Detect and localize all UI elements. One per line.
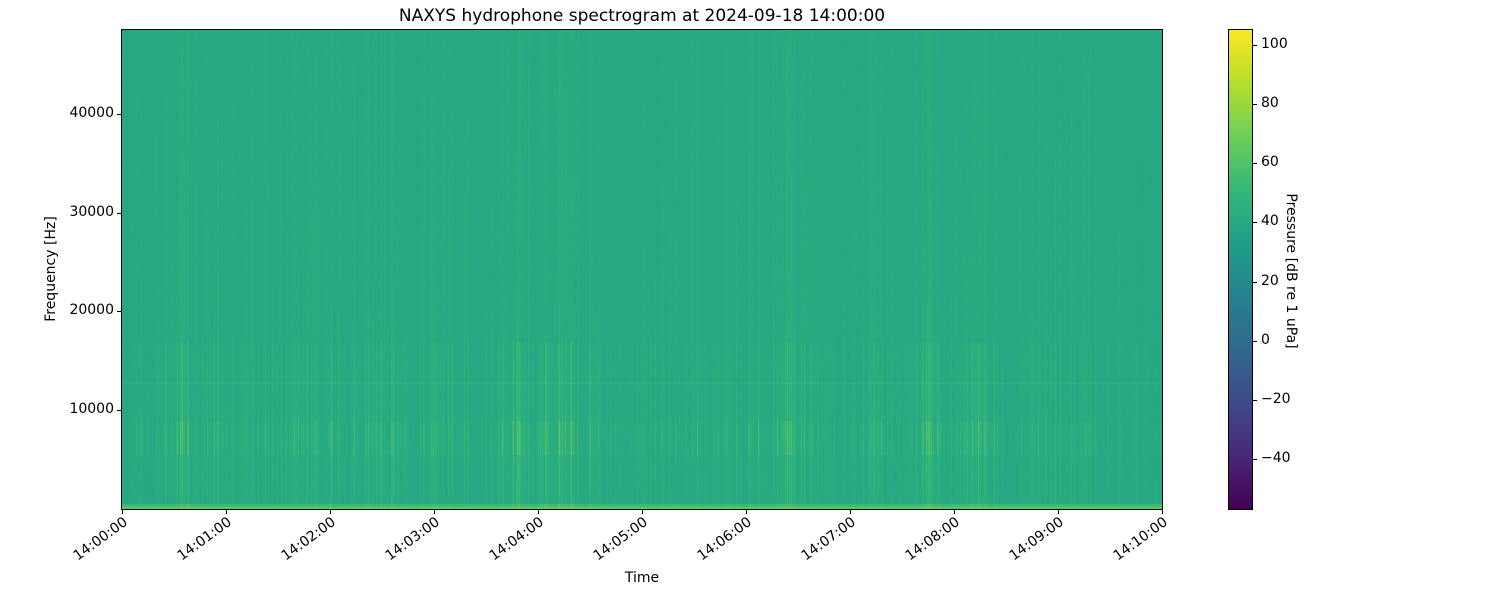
colorbar-tick-label: 0 — [1261, 331, 1270, 348]
colorbar-tick-mark — [1253, 281, 1257, 283]
colorbar-tick-label: 20 — [1261, 272, 1279, 289]
x-tick-mark — [746, 510, 747, 514]
y-tick-label: 20000 — [69, 302, 114, 319]
x-axis-label: Time — [624, 570, 660, 586]
x-tick-mark — [226, 510, 227, 514]
colorbar-tick-label: −20 — [1261, 390, 1291, 407]
x-tick-mark — [1162, 510, 1163, 514]
x-tick-mark — [330, 510, 331, 514]
colorbar-tick-label: 100 — [1261, 36, 1288, 53]
y-tick-mark — [117, 311, 121, 313]
x-tick-mark — [434, 510, 435, 514]
colorbar-tick-label: 40 — [1261, 213, 1279, 230]
colorbar — [1228, 29, 1253, 510]
x-tick-mark — [954, 510, 955, 514]
colorbar-tick-mark — [1253, 399, 1257, 401]
y-tick-mark — [117, 212, 121, 214]
colorbar-tick-mark — [1253, 45, 1257, 47]
x-tick-label: 14:00:00 — [70, 514, 131, 565]
colorbar-tick-mark — [1253, 340, 1257, 342]
colorbar-tick-label: −40 — [1261, 449, 1291, 466]
y-tick-mark — [117, 113, 121, 115]
x-tick-mark — [850, 510, 851, 514]
colorbar-tick-mark — [1253, 458, 1257, 460]
colorbar-tick-mark — [1253, 163, 1257, 165]
y-tick-label: 30000 — [69, 203, 114, 220]
y-tick-mark — [117, 410, 121, 412]
colorbar-label: Pressure [dB re 1 uPa] — [1283, 193, 1299, 349]
colorbar-tick-mark — [1253, 104, 1257, 106]
y-tick-label: 40000 — [69, 104, 114, 121]
chart-title: NAXYS hydrophone spectrogram at 2024-09-… — [398, 6, 886, 26]
colorbar-tick-label: 60 — [1261, 154, 1279, 171]
x-tick-mark — [1058, 510, 1059, 514]
spectrogram-image — [122, 30, 1162, 509]
x-tick-mark — [642, 510, 643, 514]
spectrogram-plot — [121, 29, 1163, 510]
x-tick-mark — [538, 510, 539, 514]
colorbar-tick-label: 80 — [1261, 95, 1279, 112]
colorbar-tick-mark — [1253, 222, 1257, 224]
x-tick-mark — [121, 510, 123, 514]
y-tick-label: 10000 — [69, 401, 114, 418]
